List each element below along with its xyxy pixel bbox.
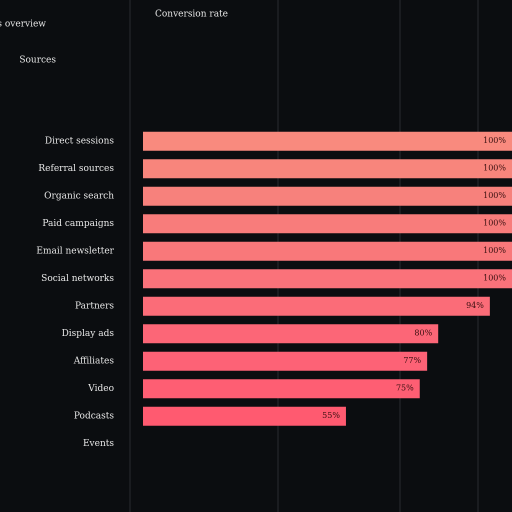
value-label: 100% xyxy=(483,246,506,255)
y-tick-label: Email newsletter xyxy=(36,246,114,256)
chart-title: Sessions overview xyxy=(0,20,46,30)
bar xyxy=(143,214,512,234)
bar xyxy=(143,131,512,151)
y-tick-label: Paid campaigns xyxy=(42,219,114,229)
y-tick-label: Partners xyxy=(75,301,114,311)
y-tick-label: Display ads xyxy=(62,329,115,339)
value-label: 100% xyxy=(483,218,506,227)
value-label: 100% xyxy=(483,191,506,200)
y-tick-label: Events xyxy=(83,439,114,449)
value-label: 94% xyxy=(466,301,484,310)
bar xyxy=(143,269,512,289)
value-label: 100% xyxy=(483,136,506,145)
note: Sources xyxy=(19,56,56,66)
bar xyxy=(143,324,439,344)
value-label: 55% xyxy=(322,411,340,420)
value-label: 75% xyxy=(396,383,414,392)
value-label: 80% xyxy=(414,328,432,337)
y-tick-label: Social networks xyxy=(41,274,114,284)
value-label: 100% xyxy=(483,163,506,172)
y-tick-label: Affiliates xyxy=(73,356,115,366)
bar xyxy=(143,379,420,399)
value-label: 100% xyxy=(483,273,506,282)
y-tick-label: Video xyxy=(87,384,114,394)
value-label: 77% xyxy=(403,356,421,365)
y-tick-label: Organic search xyxy=(44,191,114,201)
bar xyxy=(143,406,346,426)
bar xyxy=(143,296,490,316)
y-tick-label: Podcasts xyxy=(74,411,115,421)
bar xyxy=(143,186,512,206)
bar xyxy=(143,351,428,371)
bar xyxy=(143,159,512,179)
y-tick-label: Referral sources xyxy=(38,164,114,174)
chart-subtitle: Conversion rate xyxy=(155,10,228,20)
bar xyxy=(143,241,512,261)
y-tick-label: Direct sessions xyxy=(45,136,115,146)
